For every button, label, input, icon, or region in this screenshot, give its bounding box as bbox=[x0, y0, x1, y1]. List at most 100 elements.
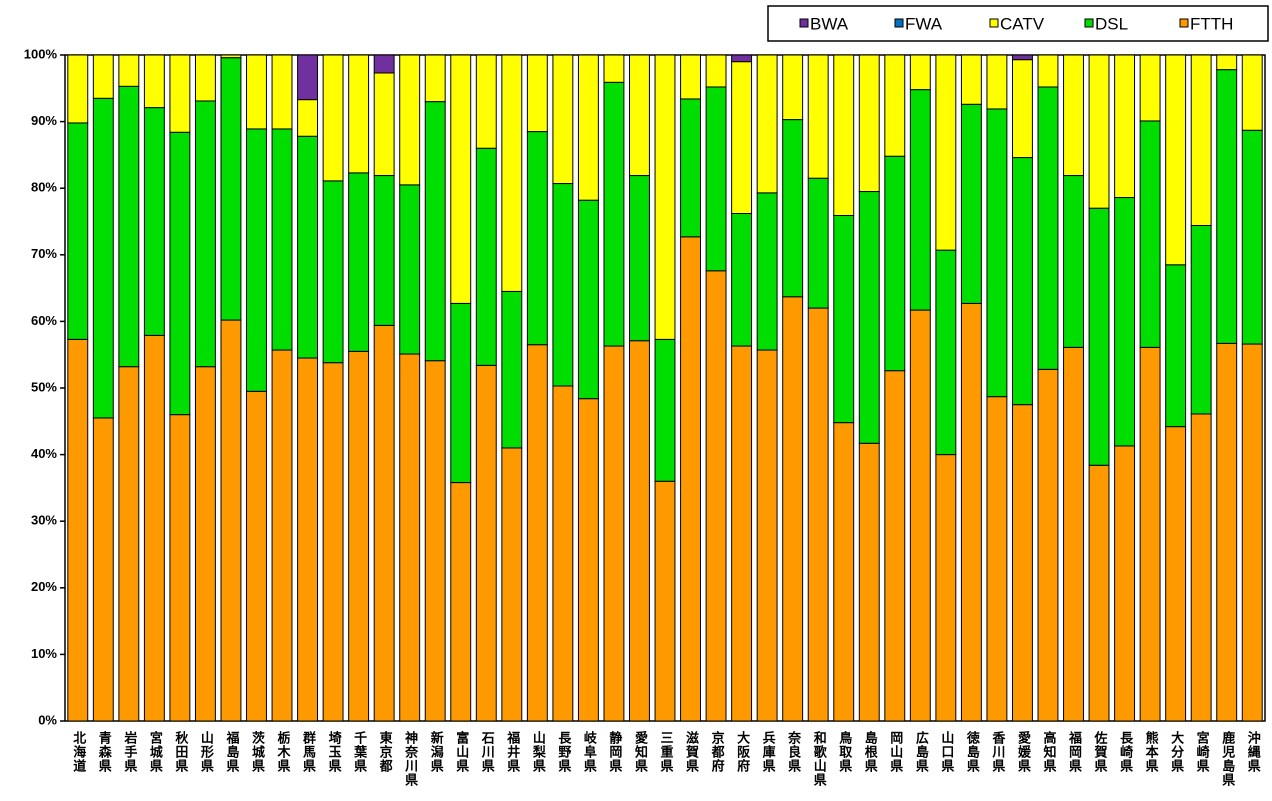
bar-segment bbox=[1037, 86, 1059, 370]
bar-segment bbox=[220, 54, 242, 59]
bar-segment bbox=[424, 360, 446, 722]
x-tick-label: 山形県 bbox=[198, 730, 214, 773]
bar-segment bbox=[680, 98, 701, 238]
bar-segment bbox=[756, 192, 778, 351]
bar-segment bbox=[297, 135, 319, 359]
x-tick-label: 大阪府 bbox=[734, 730, 750, 773]
bar-segment bbox=[450, 54, 472, 304]
x-tick-label: 大分県 bbox=[1168, 730, 1184, 773]
x-tick-label: 徳島県 bbox=[964, 730, 981, 773]
bar-segment bbox=[246, 54, 267, 130]
bar-segment bbox=[935, 454, 957, 722]
bar-segment bbox=[67, 54, 89, 124]
bar-segment bbox=[782, 296, 804, 722]
x-tick-label: 長崎県 bbox=[1117, 731, 1133, 773]
bar-segment bbox=[782, 54, 804, 121]
legend-label: BWA bbox=[810, 14, 849, 33]
bar-segment bbox=[603, 81, 625, 347]
bar-segment bbox=[552, 54, 574, 185]
x-tick-label: 三重県 bbox=[658, 731, 674, 773]
bar-segment bbox=[1241, 54, 1263, 131]
bar-segment bbox=[552, 385, 574, 722]
x-tick-label: 栃木県 bbox=[275, 730, 292, 773]
bar-segment bbox=[526, 344, 548, 722]
x-tick-label: 京都府 bbox=[709, 730, 726, 773]
y-tick-label: 70% bbox=[31, 246, 57, 261]
x-tick-label: 岐阜県 bbox=[581, 730, 597, 773]
bar-segment bbox=[680, 236, 701, 722]
legend-marker bbox=[799, 18, 809, 28]
bar-segment bbox=[271, 349, 293, 722]
x-tick-label: 石川県 bbox=[479, 731, 496, 773]
bar-segment bbox=[1241, 343, 1263, 722]
bar-segment bbox=[1011, 157, 1033, 406]
bar-segment bbox=[680, 54, 701, 100]
x-tick-label: 宮崎県 bbox=[1194, 730, 1210, 773]
bar-segment bbox=[909, 54, 931, 91]
bar-segment bbox=[118, 85, 140, 368]
x-tick-label: 東京都 bbox=[377, 730, 394, 773]
bar-segment bbox=[1190, 54, 1212, 226]
bar-segment bbox=[935, 249, 957, 456]
x-tick-label: 新潟県 bbox=[428, 730, 444, 773]
bar-segment bbox=[731, 213, 753, 347]
x-tick-label: 福島県 bbox=[223, 730, 240, 773]
x-tick-label: 群馬県 bbox=[300, 730, 316, 773]
bar-segment bbox=[297, 54, 319, 101]
x-tick-label: 愛知県 bbox=[632, 730, 648, 773]
bar-segment bbox=[1114, 197, 1136, 447]
bar-segment bbox=[348, 172, 370, 352]
bar-segment bbox=[526, 54, 548, 133]
bar-segment bbox=[884, 54, 906, 157]
bar-segment bbox=[552, 183, 574, 387]
bar-segment bbox=[1165, 264, 1187, 428]
bar-segment bbox=[577, 199, 599, 400]
x-tick-label: 愛媛県 bbox=[1015, 730, 1031, 773]
y-tick-label: 40% bbox=[31, 446, 57, 461]
bar-segment bbox=[603, 54, 625, 83]
bar-segment bbox=[169, 54, 191, 133]
x-tick-label: 埼玉県 bbox=[326, 730, 342, 773]
legend-label: FWA bbox=[905, 14, 943, 33]
bar-segment bbox=[782, 119, 804, 298]
bar-segment bbox=[1165, 426, 1187, 722]
bar-segment bbox=[424, 54, 446, 103]
legend-label: FTTH bbox=[1190, 14, 1233, 33]
bar-segment bbox=[399, 353, 421, 722]
bar-segment bbox=[1241, 129, 1263, 345]
bar-segment bbox=[143, 107, 165, 336]
bar-segment bbox=[1114, 445, 1136, 722]
bar-segment bbox=[475, 54, 497, 149]
bar-segment bbox=[909, 89, 931, 311]
bar-segment bbox=[194, 100, 216, 368]
bar-segment bbox=[220, 57, 242, 321]
bar-segment bbox=[731, 54, 753, 63]
legend-marker bbox=[989, 18, 999, 28]
bar-segment bbox=[833, 54, 855, 217]
bar-segment bbox=[246, 390, 267, 722]
bar-segment bbox=[1216, 69, 1238, 344]
bar-segment bbox=[399, 184, 421, 355]
x-tick-label: 青森県 bbox=[96, 730, 112, 773]
bar-segment bbox=[960, 54, 982, 105]
y-tick-label: 80% bbox=[31, 180, 57, 195]
bar-segment bbox=[1037, 368, 1059, 722]
bar-segment bbox=[1139, 346, 1161, 722]
x-tick-label: 香川県 bbox=[989, 730, 1006, 773]
bar-segment bbox=[1216, 54, 1238, 71]
bar-segment bbox=[629, 175, 650, 342]
bar-segment bbox=[629, 54, 650, 177]
y-tick-label: 0% bbox=[38, 712, 57, 727]
bar-segment bbox=[756, 54, 778, 194]
bar-segment bbox=[322, 362, 344, 722]
y-tick-label: 10% bbox=[31, 646, 57, 661]
y-tick-label: 100% bbox=[24, 46, 58, 61]
bar-segment bbox=[1190, 224, 1212, 415]
bar-segment bbox=[986, 108, 1008, 398]
bar-segment bbox=[1088, 207, 1110, 466]
bar-segment bbox=[143, 334, 165, 722]
bar-segment bbox=[705, 86, 727, 272]
bar-segment bbox=[807, 177, 829, 309]
bar-segment bbox=[909, 309, 931, 722]
